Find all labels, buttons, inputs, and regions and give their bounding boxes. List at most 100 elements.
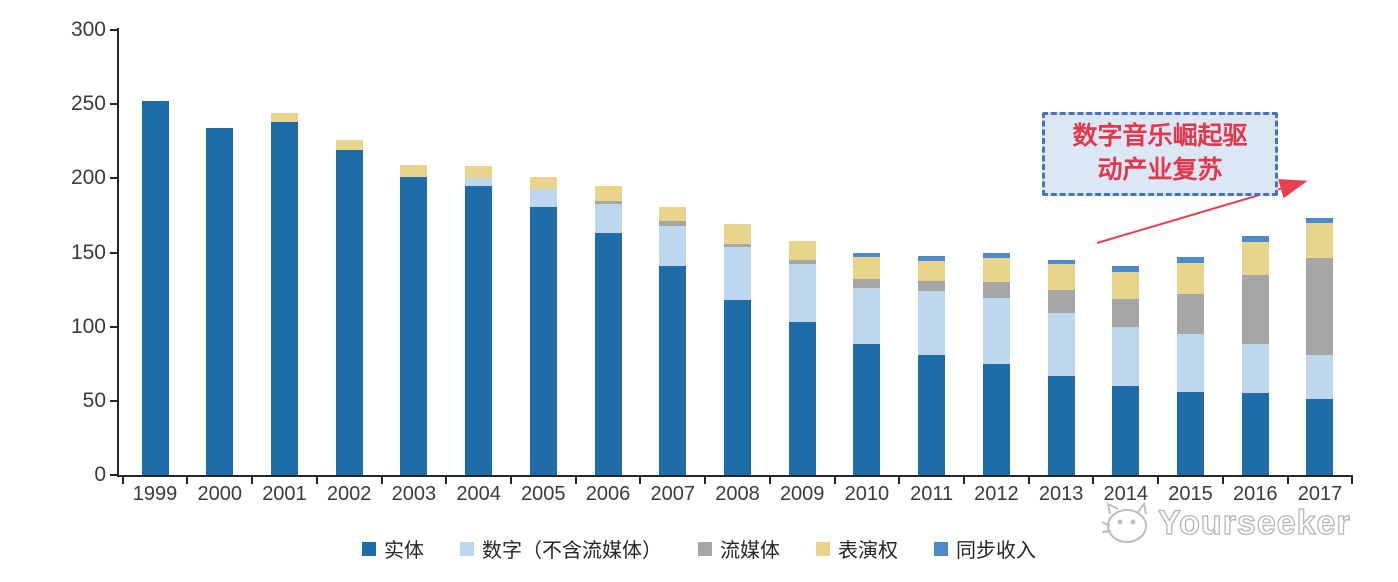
bar-segment-2011 [918,255,946,262]
y-axis-tick [110,325,118,328]
bar-segment-2017 [1306,222,1334,259]
x-axis-tick [768,477,771,484]
bar-segment-2003 [400,176,428,475]
y-axis-tick [110,251,118,254]
x-axis-tick [380,477,383,484]
legend-swatch-icon [460,541,474,556]
x-axis-category-label: 2009 [779,483,825,505]
x-axis-tick [639,477,642,484]
legend-swatch-icon [698,541,712,556]
bar-segment-2016 [1241,393,1269,475]
x-axis-tick [574,477,577,484]
bar-segment-2017 [1306,258,1334,355]
x-axis-tick [1221,477,1224,484]
bar-segment-2012 [982,282,1010,299]
annotation-text-line2: 动产业复苏 [1097,157,1223,184]
y-axis-line [117,28,119,477]
bar-segment-2005 [529,206,557,475]
bar-segment-2014 [1112,386,1140,475]
legend-label: 数字（不含流媒体） [482,540,662,562]
bar-segment-1999 [141,101,169,475]
bar-2000 [206,127,234,475]
bar-2006 [594,185,622,475]
legend-swatch-icon [816,541,830,556]
y-axis-tick [110,103,118,106]
y-axis-tick-label: 250 [70,92,106,116]
bar-2016 [1241,236,1269,475]
bar-segment-2009 [788,322,816,475]
bar-segment-2004 [465,178,493,186]
bar-segment-2001 [270,121,298,475]
bar-2002 [335,139,363,475]
bar-segment-2008 [723,243,751,247]
bar-2010 [853,252,881,475]
bar-segment-2016 [1241,344,1269,394]
watermark-text: Yourseeker [1157,503,1351,542]
y-axis-tick-label: 300 [70,18,106,41]
x-axis-tick [833,477,836,484]
annotation-text-line1: 数字音乐崛起驱 [1072,123,1248,150]
x-axis-tick [186,477,189,484]
x-axis-tick [1092,477,1095,484]
annotation-callout: 数字音乐崛起驱 动产业复苏 [1042,112,1278,196]
legend-swatch-icon [934,541,948,556]
y-axis-tick [110,474,118,476]
bar-segment-2014 [1112,271,1140,299]
x-axis-category-label: 2015 [1168,483,1213,505]
bar-segment-2004 [465,166,493,179]
x-axis-tick [315,477,318,484]
bar-2011 [918,255,946,475]
bar-segment-2016 [1241,242,1269,275]
bar-segment-2013 [1047,375,1075,475]
y-axis-tick [110,177,118,180]
bar-segment-2005 [529,188,557,207]
x-axis-tick [445,477,448,484]
bar-segment-2010 [853,256,881,280]
bar-segment-2014 [1112,265,1140,272]
x-axis-tick [704,477,707,484]
cat-logo-icon [1101,501,1147,543]
bar-segment-2017 [1306,218,1334,223]
x-axis-tick [509,477,512,484]
watermark: Yourseeker [1100,500,1351,546]
bar-segment-2009 [788,240,816,260]
bar-segment-2007 [659,221,687,226]
bar-2015 [1177,256,1205,475]
bar-segment-2006 [594,233,622,475]
x-axis-category-label: 2000 [197,483,242,505]
bar-segment-2004 [465,185,493,475]
bar-segment-2008 [723,299,751,475]
legend-item: 表演权 [816,534,898,563]
x-axis-tick [963,477,965,484]
legend-item: 数字（不含流媒体） [460,534,662,563]
x-axis-category-label: 2011 [910,483,954,505]
legend-item: 流媒体 [698,534,780,563]
bar-segment-2011 [918,280,946,292]
x-axis-category-label: 2008 [715,483,760,505]
x-axis-category-label: 2013 [1038,483,1084,505]
bar-segment-2002 [335,150,363,475]
y-axis-tick-label: 100 [70,314,106,338]
x-axis-category-label: 2007 [650,483,696,505]
x-axis-category-label: 2012 [974,483,1019,505]
bar-segment-2007 [659,265,687,475]
bar-segment-2005 [529,176,557,189]
legend-swatch-icon [362,541,376,556]
x-axis-tick [1157,477,1160,484]
bar-segment-2007 [659,225,687,266]
x-axis-tick [1027,477,1030,484]
x-axis-line [117,475,1354,477]
x-axis-category-label: 2003 [391,483,437,505]
bar-segment-2012 [982,363,1010,475]
x-axis-tick [1351,477,1354,484]
chart-legend: 实体 数字（不含流媒体） 流媒体 表演权 同步收入 [0,534,1398,563]
bar-segment-2001 [270,113,298,122]
x-axis-category-label: 2016 [1232,483,1278,505]
y-axis-tick [110,29,118,31]
y-axis-tick-label: 0 [94,463,106,486]
y-axis-tick-label: 50 [82,388,106,412]
bar-segment-2013 [1047,264,1075,290]
legend-item: 实体 [362,534,424,563]
bar-2003 [400,165,428,475]
